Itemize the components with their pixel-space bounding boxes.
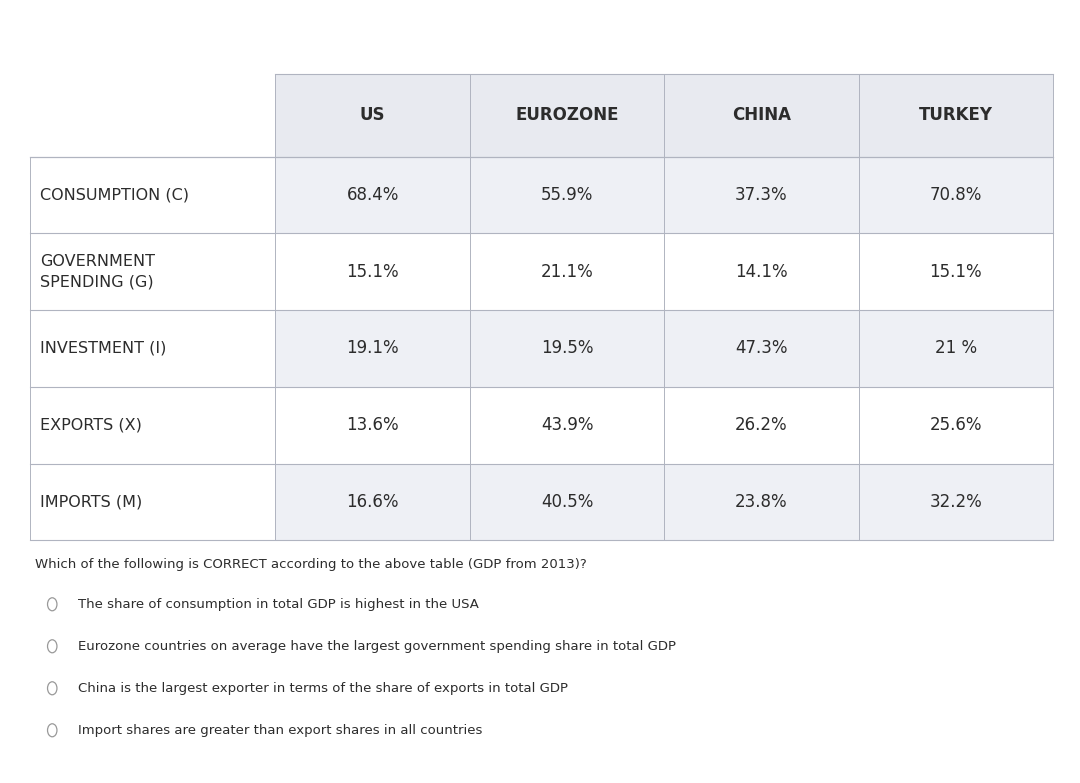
Text: 23.8%: 23.8% <box>735 493 787 511</box>
FancyBboxPatch shape <box>664 233 859 310</box>
Text: EUROZONE: EUROZONE <box>515 106 619 124</box>
FancyBboxPatch shape <box>470 310 664 387</box>
FancyBboxPatch shape <box>275 233 470 310</box>
Text: 32.2%: 32.2% <box>930 493 982 511</box>
Text: 68.4%: 68.4% <box>347 186 399 204</box>
Text: China is the largest exporter in terms of the share of exports in total GDP: China is the largest exporter in terms o… <box>78 682 568 695</box>
Text: 40.5%: 40.5% <box>541 493 593 511</box>
FancyBboxPatch shape <box>664 387 859 464</box>
FancyBboxPatch shape <box>275 464 470 540</box>
Text: CHINA: CHINA <box>732 106 791 124</box>
FancyBboxPatch shape <box>275 310 470 387</box>
Text: 37.3%: 37.3% <box>735 186 787 204</box>
FancyBboxPatch shape <box>470 233 664 310</box>
Text: 15.1%: 15.1% <box>930 263 982 280</box>
FancyBboxPatch shape <box>664 74 859 157</box>
FancyBboxPatch shape <box>859 387 1053 464</box>
Text: CONSUMPTION (C): CONSUMPTION (C) <box>40 187 189 203</box>
Text: 14.1%: 14.1% <box>735 263 787 280</box>
Text: 19.5%: 19.5% <box>541 340 593 357</box>
FancyBboxPatch shape <box>859 157 1053 233</box>
Text: 26.2%: 26.2% <box>735 417 787 434</box>
Text: TURKEY: TURKEY <box>919 106 993 124</box>
Text: 21 %: 21 % <box>934 340 977 357</box>
Text: Which of the following is CORRECT according to the above table (GDP from 2013)?: Which of the following is CORRECT accord… <box>36 558 588 572</box>
Text: 21.1%: 21.1% <box>541 263 593 280</box>
FancyBboxPatch shape <box>664 464 859 540</box>
Text: IMPORTS (M): IMPORTS (M) <box>40 494 143 510</box>
Text: 13.6%: 13.6% <box>347 417 399 434</box>
Text: 19.1%: 19.1% <box>347 340 399 357</box>
FancyBboxPatch shape <box>470 157 664 233</box>
FancyBboxPatch shape <box>275 74 470 157</box>
FancyBboxPatch shape <box>664 310 859 387</box>
FancyBboxPatch shape <box>275 157 470 233</box>
FancyBboxPatch shape <box>275 387 470 464</box>
FancyBboxPatch shape <box>470 74 664 157</box>
Text: Import shares are greater than export shares in all countries: Import shares are greater than export sh… <box>78 723 483 737</box>
Text: 15.1%: 15.1% <box>347 263 399 280</box>
Text: INVESTMENT (I): INVESTMENT (I) <box>40 341 166 356</box>
FancyBboxPatch shape <box>664 157 859 233</box>
Text: 47.3%: 47.3% <box>735 340 787 357</box>
FancyBboxPatch shape <box>470 464 664 540</box>
FancyBboxPatch shape <box>470 387 664 464</box>
Text: 16.6%: 16.6% <box>347 493 399 511</box>
Text: 25.6%: 25.6% <box>930 417 982 434</box>
FancyBboxPatch shape <box>859 464 1053 540</box>
FancyBboxPatch shape <box>859 310 1053 387</box>
Text: Eurozone countries on average have the largest government spending share in tota: Eurozone countries on average have the l… <box>78 640 676 653</box>
Text: EXPORTS (X): EXPORTS (X) <box>40 417 143 433</box>
FancyBboxPatch shape <box>859 233 1053 310</box>
Text: GOVERNMENT
SPENDING (G): GOVERNMENT SPENDING (G) <box>40 254 156 289</box>
Text: US: US <box>360 106 386 124</box>
FancyBboxPatch shape <box>859 74 1053 157</box>
Text: 55.9%: 55.9% <box>541 186 593 204</box>
Text: The share of consumption in total GDP is highest in the USA: The share of consumption in total GDP is… <box>78 597 480 611</box>
Text: 70.8%: 70.8% <box>930 186 982 204</box>
Text: 43.9%: 43.9% <box>541 417 593 434</box>
